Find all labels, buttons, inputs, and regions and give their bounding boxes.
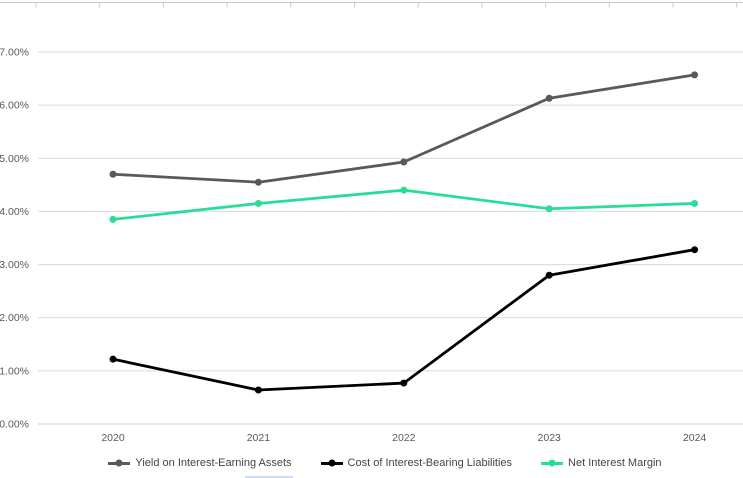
series-line-yield[interactable] [111,73,696,184]
data-point[interactable] [254,199,262,207]
bottom-edge-artifact [245,476,293,478]
legend-marker-line [108,459,131,467]
data-point[interactable] [691,246,699,254]
data-point[interactable] [109,215,117,223]
data-point[interactable] [545,271,553,279]
legend-item-cost[interactable]: Cost of Interest-Bearing Liabilities [320,457,513,469]
data-point[interactable] [400,158,408,166]
data-point[interactable] [254,386,262,394]
chart-legend: Yield on Interest-Earning Assets Cost of … [0,457,743,469]
legend-item-yield[interactable]: Yield on Interest-Earning Assets [108,457,292,469]
data-point[interactable] [254,178,262,186]
legend-marker-line [320,459,343,467]
legend-marker-line [541,459,564,467]
data-point[interactable] [545,205,553,213]
legend-item-nim[interactable]: Net Interest Margin [541,457,662,469]
data-point[interactable] [400,186,408,194]
data-point[interactable] [691,71,699,79]
data-point[interactable] [400,379,408,387]
y-axis-tick-label: 4.00% [0,206,29,218]
legend-marker-dot [548,459,556,467]
series-line-nim[interactable] [111,188,696,221]
x-axis-tick-label: 2021 [247,432,271,444]
legend-marker-dot [328,459,336,467]
legend-label: Net Interest Margin [568,457,662,469]
y-axis-tick-label: 7.00% [0,47,29,59]
data-point[interactable] [691,199,699,207]
y-axis-tick-label: 6.00% [0,100,29,112]
legend-marker-dot [115,459,123,467]
data-point[interactable] [109,355,117,363]
x-axis-tick-label: 2024 [683,432,707,444]
data-point[interactable] [109,170,117,178]
legend-label: Yield on Interest-Earning Assets [135,457,292,469]
series-line-cost[interactable] [111,248,696,392]
data-point[interactable] [545,94,553,102]
y-axis-tick-label: 1.00% [0,365,29,377]
x-axis-tick-label: 2022 [392,432,416,444]
x-axis-tick-label: 2023 [538,432,562,444]
y-axis-tick-label: 3.00% [0,259,29,271]
y-axis-tick-label: 5.00% [0,153,29,165]
y-axis-tick-label: 2.00% [0,312,29,324]
y-axis-tick-label: 0.00% [0,419,29,431]
x-axis-tick-label: 2020 [101,432,125,444]
legend-label: Cost of Interest-Bearing Liabilities [347,457,513,469]
